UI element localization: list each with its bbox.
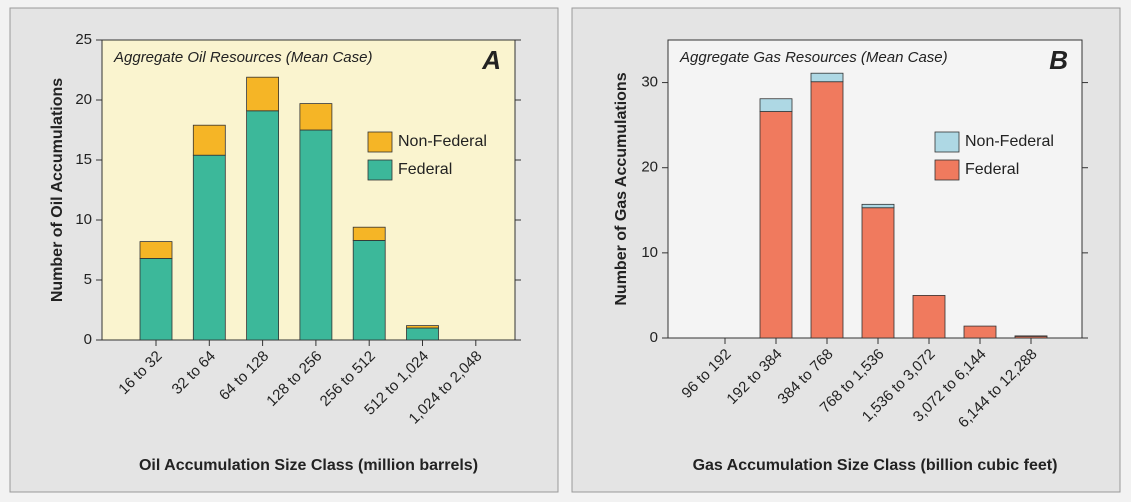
y-tick-label: 25 [75,31,92,48]
legend-swatch [367,131,393,153]
bar-segment [406,325,439,329]
legend-swatch [934,159,960,181]
legend-swatch [367,159,393,181]
bar-segment [861,203,895,209]
bar-segment [246,110,280,341]
bar-segment [759,111,793,339]
y-tick-label: 20 [75,91,92,108]
legend-label: Non-Federal [965,133,1054,150]
bar-segment [139,257,173,341]
bar-segment [299,103,333,131]
legend-swatch [934,131,960,153]
bar-segment [912,295,946,339]
bar-segment [352,226,386,241]
legend-label: Federal [398,161,452,178]
bar-segment [810,81,844,339]
bar-segment [352,239,386,341]
bar-segment [299,129,333,341]
panel-label: A [481,45,501,75]
x-axis-title: Oil Accumulation Size Class (million bar… [139,457,478,474]
legend-label: Non-Federal [398,133,487,150]
y-tick-label: 10 [641,244,658,261]
annotation: Aggregate Gas Resources (Mean Case) [679,49,948,66]
y-axis-title: Number of Gas Accumulations [613,72,630,305]
panel-label: B [1049,45,1068,75]
bar-segment [246,76,280,112]
y-tick-label: 0 [650,329,658,346]
bar-segment [139,241,173,259]
bar-segment [192,154,226,341]
x-axis-title: Gas Accumulation Size Class (billion cub… [693,457,1058,474]
y-tick-label: 20 [641,159,658,176]
legend-label: Federal [965,161,1019,178]
bar-segment [963,325,997,339]
bar-segment [192,124,226,156]
annotation: Aggregate Oil Resources (Mean Case) [113,49,372,66]
y-tick-label: 0 [84,331,92,348]
y-tick-label: 15 [75,151,92,168]
bar-segment [759,98,793,112]
y-tick-label: 30 [641,74,658,91]
y-axis-title: Number of Oil Accumulations [49,78,66,302]
y-tick-label: 10 [75,211,92,228]
bar-segment [810,72,844,83]
y-tick-label: 5 [84,271,92,288]
bar-segment [861,207,895,339]
bar-segment [406,327,439,341]
